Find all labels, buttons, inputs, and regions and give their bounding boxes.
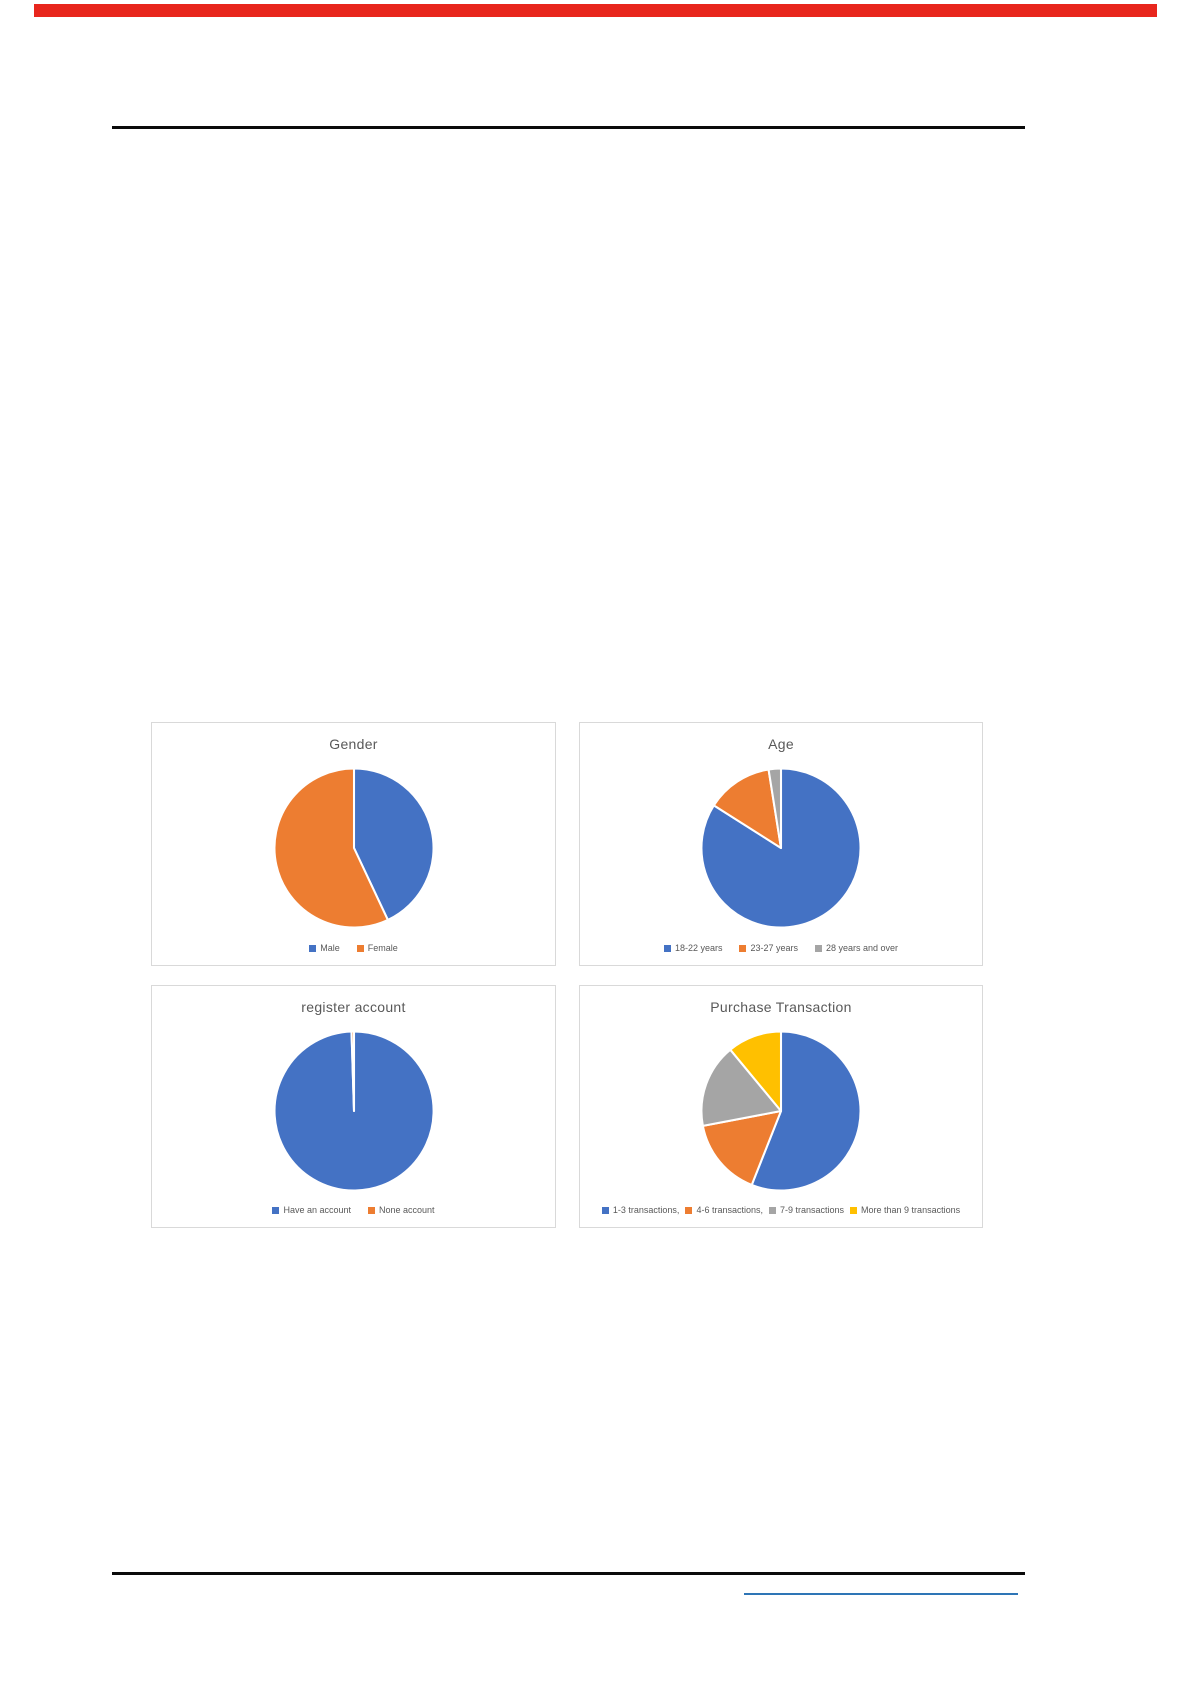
register-account-chart-card: register account Have an account None acc…: [151, 985, 556, 1228]
chart-title: Purchase Transaction: [710, 999, 852, 1015]
chart-legend: Have an account None account: [272, 1205, 435, 1216]
legend-item: 4-6 transactions,: [685, 1205, 763, 1216]
legend-item: 7-9 transactions: [768, 1205, 845, 1216]
legend-label: 7-9 transactions: [779, 1205, 845, 1216]
legend-label: Male: [320, 943, 340, 954]
pie-slice: [729, 1030, 783, 1112]
legend-swatch-icon: [739, 945, 747, 953]
footer-rule: [112, 1572, 1025, 1575]
age-chart-card: Age 18-22 years 23-27 years 28 years and o…: [579, 722, 983, 966]
legend-swatch-icon: [272, 1207, 280, 1215]
legend-label: None account: [379, 1205, 435, 1216]
legend-swatch-icon: [685, 1207, 693, 1215]
gender-chart-card: Gender Male Female: [151, 722, 556, 966]
age-pie-chart: [699, 754, 863, 944]
pie-slice: [750, 1030, 862, 1192]
legend-item: Male: [309, 943, 340, 954]
gender-pie-chart: [272, 754, 436, 944]
legend-item: 23-27 years: [739, 943, 798, 954]
legend-label: 23-27 years: [750, 943, 798, 954]
legend-item: 28 years and over: [815, 943, 898, 954]
legend-item: None account: [368, 1205, 435, 1216]
legend-item: 1-3 transactions,: [601, 1205, 680, 1216]
pie-slice: [352, 767, 435, 922]
chart-title: Age: [768, 736, 794, 752]
chart-legend: 18-22 years 23-27 years 28 years and over: [663, 943, 898, 954]
legend-swatch-icon: [815, 945, 822, 953]
legend-label: More than 9 transactions: [861, 1205, 961, 1216]
top-red-bar: [34, 4, 1157, 17]
legend-label: 1-3 transactions,: [612, 1205, 680, 1216]
legend-item: 18-22 years: [663, 943, 723, 954]
footer-link-underline[interactable]: [744, 1593, 1018, 1595]
legend-swatch-icon: [663, 945, 671, 953]
chart-legend: Male Female: [309, 943, 398, 954]
legend-swatch-icon: [309, 945, 317, 953]
legend-item: More than 9 transactions: [850, 1205, 960, 1216]
legend-swatch-icon: [850, 1207, 858, 1215]
legend-label: 28 years and over: [826, 943, 899, 954]
legend-swatch-icon: [768, 1207, 776, 1215]
legend-label: 4-6 transactions,: [696, 1205, 763, 1216]
legend-swatch-icon: [356, 945, 364, 953]
pie-slice: [701, 1109, 783, 1186]
chart-legend: 1-3 transactions, 4-6 transactions, 7-9 tr…: [586, 1205, 976, 1216]
legend-label: 18-22 years: [674, 943, 723, 954]
chart-title: register account: [301, 999, 406, 1015]
legend-label: Have an account: [283, 1205, 351, 1216]
register-account-pie-chart: [272, 1017, 436, 1206]
legend-item: Female: [356, 943, 398, 954]
pie-slice: [349, 1030, 355, 1112]
pie-slice: [712, 768, 783, 850]
header-rule: [112, 126, 1025, 129]
pie-slice: [700, 767, 862, 929]
legend-swatch-icon: [368, 1207, 375, 1215]
legend-swatch-icon: [601, 1207, 609, 1215]
legend-label: Female: [367, 943, 398, 954]
legend-item: Have an account: [272, 1205, 351, 1216]
pie-slice: [272, 767, 389, 929]
purchase-transaction-chart-card: Purchase Transaction 1-3 transactions, 4-…: [579, 985, 983, 1228]
pie-slice: [700, 1048, 783, 1127]
chart-title: Gender: [329, 736, 378, 752]
pie-slice: [767, 767, 783, 850]
purchase-transaction-pie-chart: [699, 1017, 863, 1206]
